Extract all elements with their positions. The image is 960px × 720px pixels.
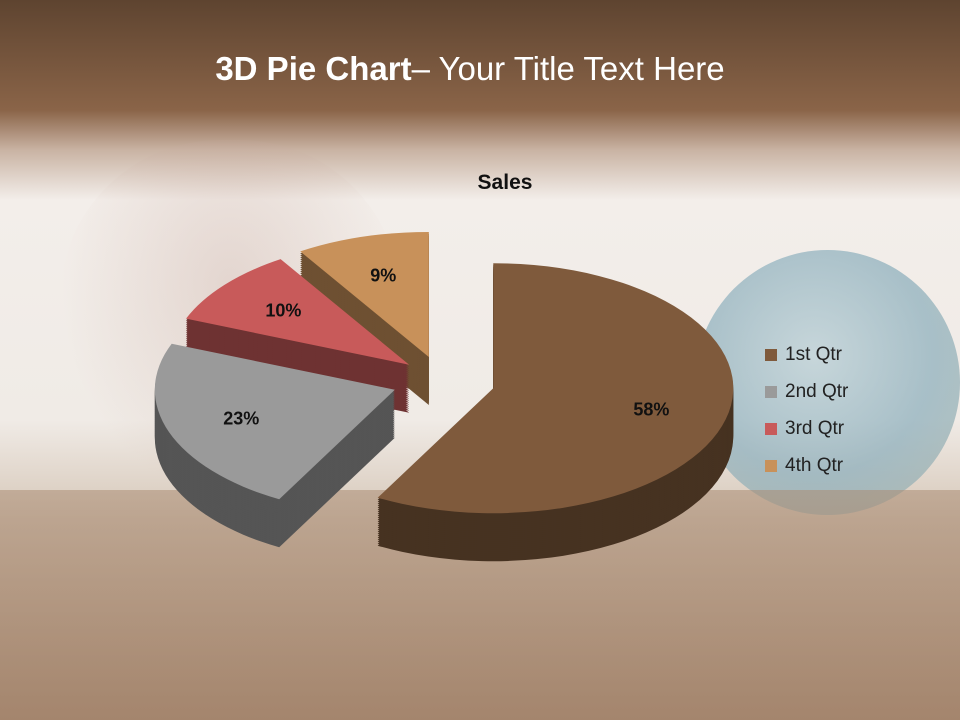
pie-slice-top [377, 263, 734, 514]
legend-item: 2nd Qtr [765, 373, 848, 410]
legend-label: 4th Qtr [785, 454, 844, 476]
pie-slice-2nd-qtr: 23% [154, 343, 395, 548]
background-photo-globe [695, 250, 960, 515]
title-rest: – Your Title Text Here [411, 50, 725, 87]
pie-slice-top [300, 231, 429, 357]
pie-slice-3rd-qtr: 10% [186, 259, 410, 413]
pie-slice-top [186, 259, 410, 365]
data-label: 23% [223, 409, 259, 429]
legend-label: 3rd Qtr [785, 417, 845, 439]
legend-swatch [765, 348, 777, 361]
pie-slice-1st-qtr: 58% [377, 263, 734, 562]
data-label: 9% [370, 265, 396, 285]
legend: 1st Qtr 2nd Qtr 3rd Qtr 4th Qtr [765, 336, 848, 484]
legend-swatch [765, 422, 777, 435]
legend-item: 4th Qtr [765, 447, 848, 484]
legend-item: 3rd Qtr [765, 410, 848, 447]
legend-swatch [765, 459, 777, 472]
data-label: 58% [633, 399, 669, 419]
slide-title: 3D Pie Chart– Your Title Text Here [0, 50, 940, 88]
legend-item: 1st Qtr [765, 336, 848, 373]
legend-label: 2nd Qtr [785, 380, 849, 402]
data-label: 10% [265, 301, 301, 321]
legend-swatch [765, 385, 777, 398]
legend-label: 1st Qtr [785, 343, 843, 365]
pie-slice-top [154, 343, 395, 500]
title-bold: 3D Pie Chart [215, 50, 412, 87]
chart-title: Sales [478, 171, 533, 194]
